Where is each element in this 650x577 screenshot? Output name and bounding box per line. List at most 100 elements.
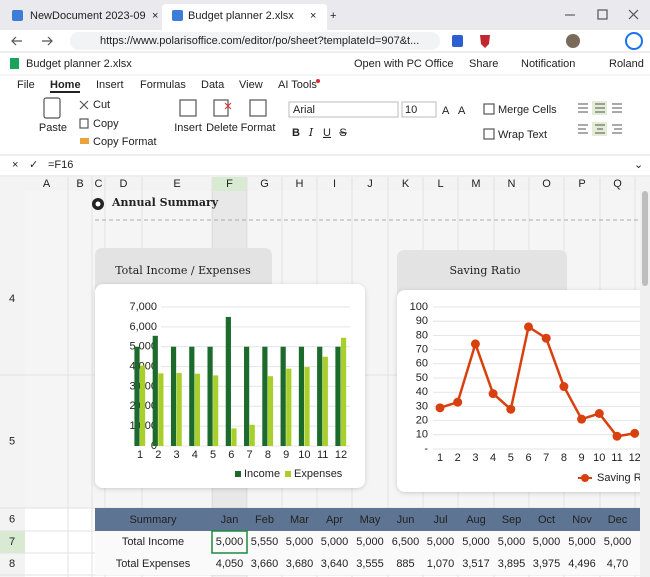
table-header-cell: Summary xyxy=(129,514,177,526)
menu-item[interactable]: Formulas xyxy=(140,79,186,91)
column-header: C xyxy=(95,178,103,190)
table-cell: 5,000 xyxy=(604,536,632,548)
share-button[interactable]: Share xyxy=(469,58,498,70)
x-tick-label: 10 xyxy=(593,452,605,464)
url[interactable]: https://www.polarisoffice.com/editor/po/… xyxy=(100,35,419,47)
clipboard-label[interactable]: Copy Format xyxy=(93,136,157,148)
point xyxy=(594,409,604,418)
bar xyxy=(207,346,213,446)
bar xyxy=(152,335,158,446)
table-header-cell: Dec xyxy=(608,514,628,526)
expand-formula[interactable]: ⌄ xyxy=(634,159,643,171)
menu-item[interactable]: File xyxy=(17,79,35,91)
table-cell: Total Expenses xyxy=(116,558,191,570)
active-tab[interactable] xyxy=(162,4,327,30)
font-box[interactable] xyxy=(288,101,399,118)
merge-icon[interactable] xyxy=(483,103,495,115)
table-cell: 5,000 xyxy=(286,536,314,548)
sheet-icon xyxy=(10,58,19,69)
table-cell: 3,680 xyxy=(286,558,314,570)
cells-label[interactable]: Insert xyxy=(174,122,202,134)
new-badge xyxy=(316,79,320,83)
shrink-font[interactable]: A xyxy=(458,105,466,117)
y-tick-label: - xyxy=(424,443,428,455)
table-header-cell: Jun xyxy=(397,514,415,526)
tab-title[interactable]: Budget planner 2.xlsx xyxy=(188,10,294,22)
merge-cells[interactable]: Merge Cells xyxy=(498,104,557,116)
close-tab[interactable]: × xyxy=(152,10,158,22)
back[interactable] xyxy=(11,36,22,46)
font-style-button[interactable]: I xyxy=(308,126,314,139)
table-cell: 3,660 xyxy=(251,558,279,570)
menu-item[interactable]: AI Tools xyxy=(278,79,317,91)
font-size[interactable]: 10 xyxy=(405,104,417,116)
cells-label[interactable]: Format xyxy=(241,122,276,134)
close-window[interactable] xyxy=(628,9,639,20)
format-icon[interactable] xyxy=(249,99,267,117)
font-style-button[interactable]: U xyxy=(323,127,331,139)
font-name[interactable]: Arial xyxy=(293,104,315,116)
copy-icon[interactable] xyxy=(79,118,89,129)
column-header: P xyxy=(578,178,585,190)
tab-title[interactable]: NewDocument 2023-09-12 095 xyxy=(30,10,183,22)
cancel-formula[interactable]: × xyxy=(12,159,18,171)
font-style-button[interactable]: B xyxy=(292,127,300,139)
table-cell: 885 xyxy=(396,558,414,570)
x-tick-label: 9 xyxy=(579,452,585,464)
column-header: F xyxy=(226,178,233,190)
paste-icon[interactable] xyxy=(43,97,61,119)
copilot[interactable] xyxy=(625,32,643,50)
scrollbar-track[interactable] xyxy=(640,191,650,577)
x-tick-label: 8 xyxy=(561,452,567,464)
x-tick-label: 4 xyxy=(192,449,198,461)
wrap-text[interactable]: Wrap Text xyxy=(498,129,547,141)
menu-item[interactable]: View xyxy=(239,79,263,91)
table-header-cell: Sep xyxy=(502,514,522,526)
grow-font[interactable]: A xyxy=(442,105,450,117)
y-tick-label: 40 xyxy=(416,386,428,398)
user-button[interactable]: Roland xyxy=(609,58,644,70)
format-painter-icon[interactable] xyxy=(80,138,89,144)
clipboard-label[interactable]: Copy xyxy=(93,118,119,130)
url-field[interactable] xyxy=(70,32,440,50)
maximize[interactable] xyxy=(597,9,608,20)
table-cell: 5,550 xyxy=(251,536,279,548)
row-header-bar xyxy=(0,191,25,577)
table-cell: 5,000 xyxy=(498,536,526,548)
menu-item[interactable]: Insert xyxy=(96,79,124,91)
align-icons[interactable] xyxy=(578,103,622,134)
table-cell: 4,050 xyxy=(216,558,244,570)
column-header-bar xyxy=(0,177,650,191)
clipboard-label[interactable]: Cut xyxy=(93,99,110,111)
profile[interactable] xyxy=(566,34,580,48)
insert-icon[interactable] xyxy=(179,99,197,117)
bar xyxy=(286,368,292,446)
open-pc-button[interactable]: Open with PC Office xyxy=(354,58,453,70)
extension[interactable] xyxy=(480,35,490,48)
close-tab[interactable]: × xyxy=(310,10,316,22)
row-header: 4 xyxy=(9,293,15,305)
bar xyxy=(244,346,250,446)
cells-label[interactable]: Delete xyxy=(206,122,238,134)
bar xyxy=(158,373,164,446)
menu-item[interactable]: Home xyxy=(50,79,81,91)
delete-icon[interactable] xyxy=(213,99,229,117)
x-tick-label: 2 xyxy=(455,452,461,464)
cut-icon[interactable] xyxy=(79,100,89,110)
new-tab[interactable]: + xyxy=(330,10,336,22)
formula: =F16 xyxy=(48,159,73,171)
paste-label[interactable]: Paste xyxy=(39,122,67,134)
notification-button[interactable]: Notification xyxy=(521,58,575,70)
confirm-formula[interactable]: ✓ xyxy=(29,159,38,171)
table-cell: 4,496 xyxy=(568,558,596,570)
summary-table: Summary Jan Feb Mar Apr May Jun Jul Aug Sep Oct Nov… xyxy=(95,508,640,575)
scrollbar-thumb[interactable] xyxy=(642,191,648,286)
extension[interactable] xyxy=(452,35,463,47)
table-cell: 3,975 xyxy=(533,558,561,570)
size-box[interactable] xyxy=(401,101,437,118)
menu-item[interactable]: Data xyxy=(201,79,225,91)
selected-cell[interactable] xyxy=(211,530,248,554)
forward[interactable] xyxy=(42,36,53,46)
wrap-icon[interactable] xyxy=(483,128,495,140)
font-style-button[interactable]: S xyxy=(339,127,346,139)
